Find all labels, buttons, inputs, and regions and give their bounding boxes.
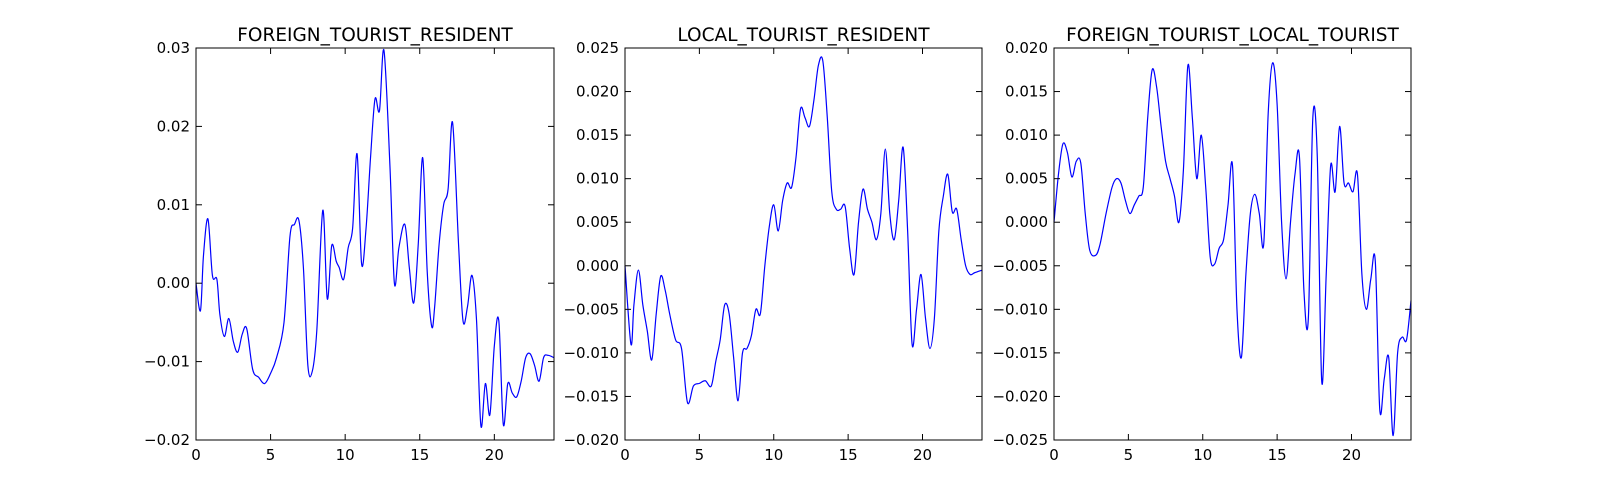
y-tick-label: 0.010: [1005, 126, 1048, 144]
subplot-foreign-tourist-resident: FOREIGN_TOURIST_RESIDENT 0 5 10 15 20 −0.02 −0.…: [144, 25, 555, 464]
x-tick-label: 0: [620, 446, 630, 464]
y-tick-label: 0.000: [1005, 213, 1048, 231]
x-tick-label: 0: [1049, 446, 1059, 464]
x-tick-label: 15: [410, 446, 429, 464]
chart-title: LOCAL_TOURIST_RESIDENT: [677, 25, 930, 46]
y-tick-label: −0.015: [563, 387, 619, 405]
y-tick-label: −0.025: [992, 431, 1048, 449]
y-tick-label: 0.005: [576, 213, 619, 231]
y-tick-label: 0.015: [1005, 83, 1048, 101]
x-tick-label: 5: [695, 446, 705, 464]
y-tick-label: −0.020: [992, 387, 1048, 405]
axes-frame: [1053, 47, 1412, 441]
y-tick-label: 0.00: [157, 274, 190, 292]
x-tick-label: 5: [1124, 446, 1134, 464]
y-tick-label: −0.015: [992, 344, 1048, 362]
series-line: [1053, 62, 1412, 437]
y-tick-label: 0.010: [576, 170, 619, 188]
y-tick-label: 0.03: [157, 39, 190, 57]
y-tick-label: 0.020: [576, 83, 619, 101]
axes-frame: [195, 47, 555, 441]
subplot-foreign-tourist-local-tourist: FOREIGN_TOURIST_LOCAL_TOURIST 0 5 10 15 20 −0.…: [992, 25, 1412, 464]
y-tick-label: −0.010: [992, 300, 1048, 318]
axes-frame: [624, 47, 983, 441]
x-tick-label: 10: [764, 446, 783, 464]
y-tick-label: 0.015: [576, 126, 619, 144]
y-tick-label: −0.010: [563, 344, 619, 362]
y-tick-label: 0.02: [157, 117, 190, 135]
y-tick-label: −0.01: [144, 353, 190, 371]
x-tick-label: 20: [913, 446, 932, 464]
y-tick-label: −0.02: [144, 431, 190, 449]
y-tick-label: −0.005: [992, 257, 1048, 275]
x-tick-label: 15: [839, 446, 858, 464]
x-tick-label: 0: [191, 446, 201, 464]
y-tick-label: 0.025: [576, 39, 619, 57]
y-tick-label: 0.020: [1005, 39, 1048, 57]
y-tick-label: 0.01: [157, 196, 190, 214]
subplot-local-tourist-resident: LOCAL_TOURIST_RESIDENT 0 5 10 15 20 −0.020 −0.0…: [563, 25, 983, 464]
x-tick-label: 10: [1193, 446, 1212, 464]
x-tick-label: 15: [1268, 446, 1287, 464]
x-tick-label: 20: [1342, 446, 1361, 464]
y-tick-label: −0.020: [563, 431, 619, 449]
x-tick-label: 20: [485, 446, 504, 464]
y-tick-label: −0.005: [563, 300, 619, 318]
chart-title: FOREIGN_TOURIST_RESIDENT: [237, 25, 513, 46]
y-tick-label: 0.005: [1005, 170, 1048, 188]
series-line: [195, 49, 555, 428]
chart-title: FOREIGN_TOURIST_LOCAL_TOURIST: [1066, 25, 1399, 46]
series-line: [624, 56, 983, 405]
x-tick-label: 10: [336, 446, 355, 464]
y-tick-label: 0.000: [576, 257, 619, 275]
x-tick-label: 5: [266, 446, 276, 464]
